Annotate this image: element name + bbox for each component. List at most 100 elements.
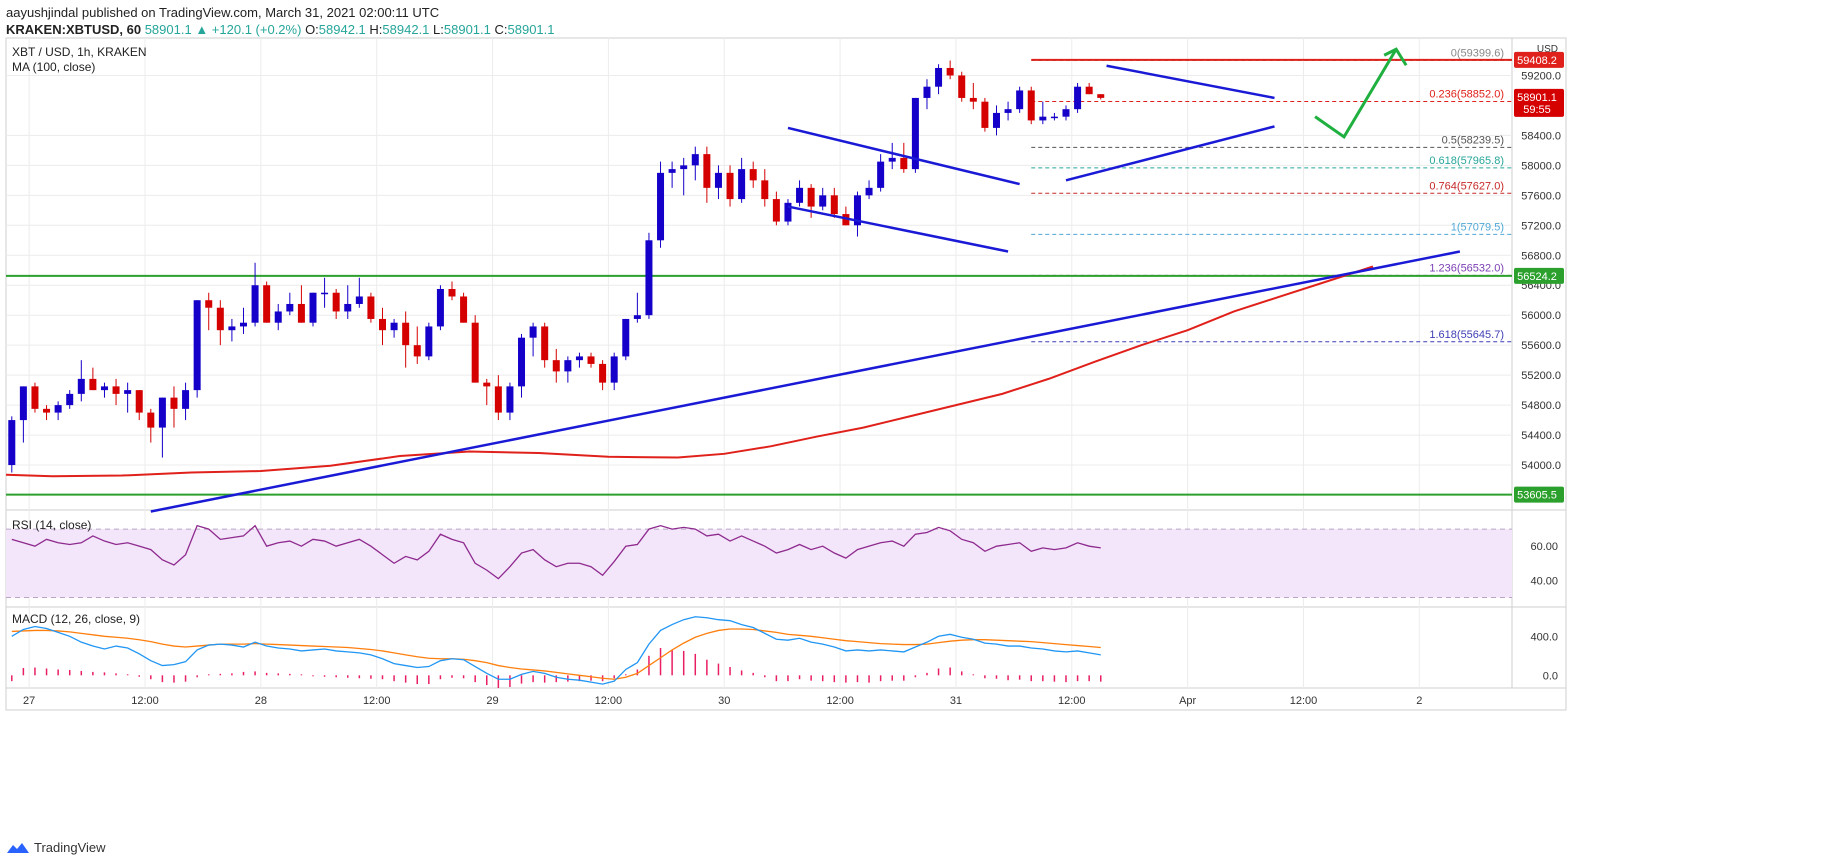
last-price-tag: [1514, 88, 1564, 117]
candle-down: [483, 382, 491, 387]
candle-down: [379, 318, 386, 331]
candle-down: [170, 397, 178, 409]
rsi-label: RSI (14, close): [12, 518, 91, 532]
last-price: 58901.1: [144, 22, 192, 37]
candle-up: [344, 303, 352, 312]
candle-down: [147, 412, 155, 428]
candle-up: [1050, 116, 1058, 119]
fib-level-label: 1(57079.5): [1451, 221, 1504, 233]
candle-up: [286, 303, 294, 312]
candle-down: [703, 154, 711, 188]
forecast-arrowhead: [1383, 47, 1408, 67]
macd-signal-line: [11, 628, 1101, 680]
candle-up: [355, 296, 363, 304]
candle-down: [43, 408, 51, 413]
candle-down: [367, 296, 375, 319]
candle-up: [251, 285, 259, 323]
candle-down: [402, 322, 410, 346]
candle-up: [100, 386, 108, 391]
rsi-tick-label: 40.00: [1530, 575, 1558, 587]
low-value: 58901.1: [443, 22, 491, 37]
x-tick-label: 12:00: [363, 695, 391, 707]
candle-up: [622, 318, 630, 357]
candle-up: [77, 378, 85, 394]
candle-down: [1027, 90, 1035, 121]
chart-title: XBT / USD, 1h, KRAKEN: [12, 45, 147, 59]
candle-up: [784, 202, 792, 222]
tradingview-brand[interactable]: TradingView: [6, 840, 106, 855]
fib-level-label: 1.618(55645.7): [1429, 329, 1504, 341]
candle-up: [54, 405, 62, 413]
candle-up: [853, 195, 861, 226]
candle-up: [714, 172, 722, 188]
candle-down: [332, 292, 340, 312]
candle-down: [807, 187, 815, 207]
y-tick-label: 55200.0: [1521, 370, 1561, 382]
fib-level-label: 0.5(58239.5): [1442, 134, 1504, 146]
fib-level-label: 0.764(57627.0): [1429, 180, 1504, 192]
candle-up: [992, 112, 1000, 128]
high-label: H:: [369, 22, 383, 37]
trendline-channel-lower: [787, 205, 1009, 253]
candle-down: [205, 300, 213, 308]
rsi-line: [11, 524, 1101, 580]
fib-level-label: 0.236(58852.0): [1429, 89, 1504, 101]
candle-up: [124, 390, 132, 394]
candle-up: [390, 322, 398, 331]
macd-tick-label: 0.0: [1543, 670, 1558, 682]
candle-up: [877, 161, 885, 188]
candle-down: [599, 363, 607, 383]
currency-label: USD: [1537, 44, 1558, 55]
candle-down: [830, 195, 838, 215]
candle-down: [112, 386, 120, 394]
candle-down: [946, 67, 954, 76]
candle-up: [1062, 109, 1070, 117]
y-tick-label: 55600.0: [1521, 340, 1561, 352]
candle-up: [923, 86, 931, 98]
candle-up: [1016, 90, 1024, 110]
fib-level-label: 0.618(57965.8): [1429, 155, 1504, 167]
candle-up: [19, 386, 27, 421]
rsi-band: [6, 529, 1512, 598]
candle-up: [657, 172, 665, 241]
high-value: 58942.1: [382, 22, 430, 37]
forecast-arrow: [1314, 48, 1398, 140]
candle-up: [182, 390, 190, 409]
candle-down: [749, 169, 757, 181]
candle-up: [935, 67, 943, 87]
y-tick-label: 56800.0: [1521, 250, 1561, 262]
trendline-channel-upper: [787, 126, 1020, 186]
candle-up: [436, 288, 444, 327]
x-tick-label: 12:00: [131, 695, 159, 707]
y-tick-label: 59200.0: [1521, 70, 1561, 82]
candle-down: [31, 386, 39, 409]
candle-up: [610, 356, 618, 383]
candle-up: [66, 393, 74, 406]
candle-up: [680, 165, 688, 170]
candle-down: [216, 307, 224, 331]
candle-down: [89, 378, 97, 391]
candle-up: [518, 337, 526, 387]
macd-line: [11, 616, 1101, 685]
chart-frame: [5, 37, 1567, 711]
tradingview-logo-icon: [7, 842, 29, 853]
countdown-label: 59:55: [1523, 104, 1551, 116]
trendline-triangle-lower: [1065, 125, 1275, 182]
low-label: L:: [433, 22, 444, 37]
ma100-line: [5, 265, 1374, 478]
candle-up: [865, 187, 873, 196]
macd-label: MACD (12, 26, close, 9): [12, 612, 140, 626]
candle-down: [448, 288, 456, 297]
level-tag-label: 59408.2: [1517, 55, 1557, 67]
level-tag-label: 56524.2: [1517, 271, 1557, 283]
open-value: 58942.1: [318, 22, 366, 37]
candle-up: [506, 386, 514, 413]
symbol-quote-line: KRAKEN:XBTUSD, 60 58901.1 ▲ +120.1 (+0.2…: [6, 22, 555, 37]
y-tick-label: 56000.0: [1521, 310, 1561, 322]
y-tick-label: 57200.0: [1521, 220, 1561, 232]
candle-up: [691, 154, 699, 166]
candle-up: [1039, 116, 1047, 121]
candle-down: [958, 75, 966, 98]
x-tick-label: 29: [486, 695, 498, 707]
